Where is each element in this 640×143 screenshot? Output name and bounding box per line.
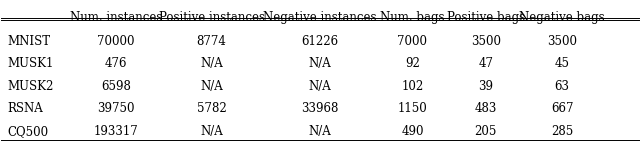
Text: 3500: 3500 [470, 35, 500, 48]
Text: MUSK2: MUSK2 [8, 80, 54, 93]
Text: 483: 483 [474, 102, 497, 115]
Text: 70000: 70000 [97, 35, 135, 48]
Text: N/A: N/A [308, 125, 332, 138]
Text: 47: 47 [478, 57, 493, 70]
Text: 8774: 8774 [196, 35, 227, 48]
Text: 667: 667 [551, 102, 573, 115]
Text: 205: 205 [474, 125, 497, 138]
Text: 285: 285 [551, 125, 573, 138]
Text: 1150: 1150 [397, 102, 428, 115]
Text: MNIST: MNIST [8, 35, 51, 48]
Text: Negative bags: Negative bags [519, 11, 605, 24]
Text: 476: 476 [105, 57, 127, 70]
Text: 92: 92 [405, 57, 420, 70]
Text: 102: 102 [401, 80, 424, 93]
Text: Positive bags: Positive bags [447, 11, 525, 24]
Text: Num. bags: Num. bags [380, 11, 445, 24]
Text: N/A: N/A [200, 80, 223, 93]
Text: N/A: N/A [200, 125, 223, 138]
Text: 39: 39 [478, 80, 493, 93]
Text: RSNA: RSNA [8, 102, 44, 115]
Text: 39750: 39750 [97, 102, 135, 115]
Text: N/A: N/A [308, 80, 332, 93]
Text: Negative instances: Negative instances [263, 11, 377, 24]
Text: 3500: 3500 [547, 35, 577, 48]
Text: N/A: N/A [200, 57, 223, 70]
Text: 61226: 61226 [301, 35, 339, 48]
Text: Num. instances: Num. instances [70, 11, 163, 24]
Text: CQ500: CQ500 [8, 125, 49, 138]
Text: 45: 45 [555, 57, 570, 70]
Text: 5782: 5782 [196, 102, 227, 115]
Text: 193317: 193317 [93, 125, 138, 138]
Text: 6598: 6598 [101, 80, 131, 93]
Text: MUSK1: MUSK1 [8, 57, 54, 70]
Text: 7000: 7000 [397, 35, 428, 48]
Text: N/A: N/A [308, 57, 332, 70]
Text: 63: 63 [555, 80, 570, 93]
Text: Positive instances: Positive instances [159, 11, 265, 24]
Text: 490: 490 [401, 125, 424, 138]
Text: 33968: 33968 [301, 102, 339, 115]
